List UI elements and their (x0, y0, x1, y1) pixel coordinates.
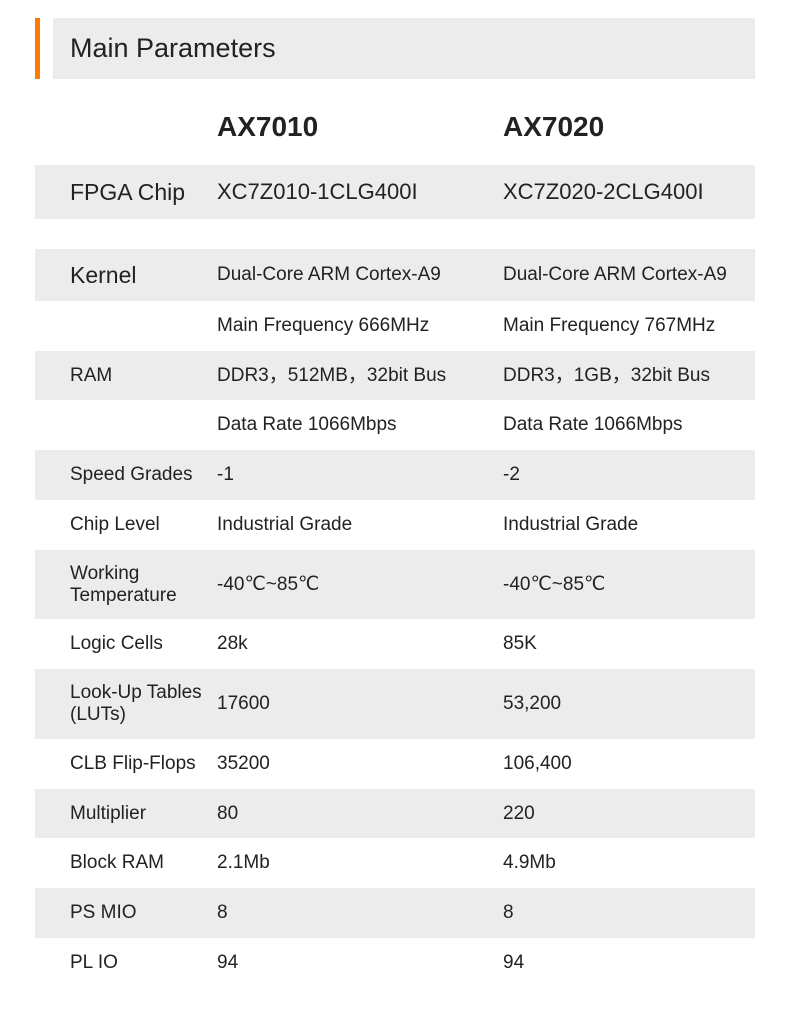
row-label: CLB Flip-Flops (35, 753, 217, 775)
row-label: Working Temperature (35, 563, 217, 607)
row-value-col2: -2 (503, 463, 755, 487)
row-label: Multiplier (35, 803, 217, 825)
table-row: Main Frequency 666MHzMain Frequency 767M… (35, 301, 755, 351)
row-value-col2: -40℃~85℃ (503, 573, 755, 597)
table-row: Block RAM2.1Mb4.9Mb (35, 838, 755, 888)
table-row: Look-Up Tables (LUTs)1760053,200 (35, 669, 755, 739)
row-value-col1: Industrial Grade (217, 513, 503, 537)
row-value-col2: Main Frequency 767MHz (503, 314, 755, 338)
row-value-col1: 94 (217, 951, 503, 975)
table-row: PS MIO88 (35, 888, 755, 938)
table-row: Speed Grades-1-2 (35, 450, 755, 500)
row-value-col1: 8 (217, 901, 503, 925)
table-row: FPGA ChipXC7Z010-1CLG400IXC7Z020-2CLG400… (35, 165, 755, 219)
table-row: RAMDDR3，512MB，32bit BusDDR3，1GB，32bit Bu… (35, 351, 755, 401)
table-row: Working Temperature-40℃~85℃-40℃~85℃ (35, 550, 755, 620)
row-value-col2: 94 (503, 951, 755, 975)
row-value-col2: 85K (503, 632, 755, 656)
table-row: KernelDual-Core ARM Cortex-A9Dual-Core A… (35, 249, 755, 301)
row-value-col1: 28k (217, 632, 503, 656)
row-value-col1: Dual-Core ARM Cortex-A9 (217, 263, 503, 287)
row-value-col2: 4.9Mb (503, 851, 755, 875)
table-row: Logic Cells28k85K (35, 619, 755, 669)
row-value-col1: 80 (217, 802, 503, 826)
row-value-col2: Industrial Grade (503, 513, 755, 537)
row-value-col2: 220 (503, 802, 755, 826)
row-value-col1: DDR3，512MB，32bit Bus (217, 364, 503, 388)
row-label: Block RAM (35, 852, 217, 874)
row-label: PL IO (35, 952, 217, 974)
title-background: Main Parameters (53, 18, 755, 79)
row-value-col1: Data Rate 1066Mbps (217, 413, 503, 437)
row-value-col2: DDR3，1GB，32bit Bus (503, 364, 755, 388)
table-row: PL IO9494 (35, 938, 755, 988)
row-label: Look-Up Tables (LUTs) (35, 682, 217, 726)
table-row: CLB Flip-Flops35200106,400 (35, 739, 755, 789)
row-label: PS MIO (35, 902, 217, 924)
gap-row (35, 219, 755, 249)
row-value-col1: -1 (217, 463, 503, 487)
row-value-col2: Dual-Core ARM Cortex-A9 (503, 263, 755, 287)
row-value-col1: -40℃~85℃ (217, 573, 503, 597)
row-value-col2: 106,400 (503, 752, 755, 776)
row-value-col1: 2.1Mb (217, 851, 503, 875)
table-row: Data Rate 1066MbpsData Rate 1066Mbps (35, 400, 755, 450)
row-value-col2: Data Rate 1066Mbps (503, 413, 755, 437)
row-value-col1: Main Frequency 666MHz (217, 314, 503, 338)
page-title: Main Parameters (70, 33, 755, 64)
row-label: Logic Cells (35, 633, 217, 655)
row-value-col2: 8 (503, 901, 755, 925)
row-label: Chip Level (35, 514, 217, 536)
row-value-col1: 17600 (217, 692, 503, 716)
spec-table: AX7010 AX7020 FPGA ChipXC7Z010-1CLG400IX… (35, 111, 755, 988)
row-label: Speed Grades (35, 464, 217, 486)
row-value-col2: XC7Z020-2CLG400I (503, 178, 755, 206)
title-row: Main Parameters (35, 18, 755, 79)
table-header-row: AX7010 AX7020 (35, 111, 755, 165)
table-row: Chip LevelIndustrial GradeIndustrial Gra… (35, 500, 755, 550)
row-value-col1: 35200 (217, 752, 503, 776)
row-label: FPGA Chip (35, 179, 217, 205)
row-value-col1: XC7Z010-1CLG400I (217, 178, 503, 206)
column-header-2: AX7020 (503, 111, 755, 143)
row-label: Kernel (35, 262, 217, 288)
table-row: Multiplier80220 (35, 789, 755, 839)
column-header-1: AX7010 (217, 111, 503, 143)
row-label: RAM (35, 365, 217, 387)
spacer-bar (40, 18, 53, 79)
page-container: Main Parameters AX7010 AX7020 FPGA ChipX… (0, 0, 790, 1013)
row-value-col2: 53,200 (503, 692, 755, 716)
